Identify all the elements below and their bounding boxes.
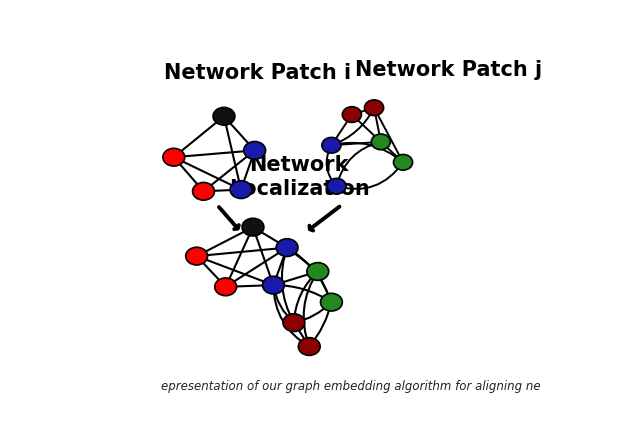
FancyArrowPatch shape — [326, 145, 337, 186]
Ellipse shape — [322, 137, 341, 153]
Text: epresentation of our graph embedding algorithm for aligning ne: epresentation of our graph embedding alg… — [161, 380, 541, 392]
FancyArrowPatch shape — [282, 248, 294, 323]
Ellipse shape — [244, 141, 266, 159]
Ellipse shape — [276, 239, 298, 256]
FancyArrowPatch shape — [294, 272, 318, 323]
Ellipse shape — [242, 218, 264, 236]
Ellipse shape — [321, 293, 342, 311]
Ellipse shape — [215, 278, 237, 295]
Ellipse shape — [342, 107, 362, 122]
Text: Network
Localization: Network Localization — [228, 155, 369, 199]
Ellipse shape — [262, 276, 284, 294]
Ellipse shape — [186, 247, 207, 265]
FancyArrowPatch shape — [337, 162, 403, 189]
Ellipse shape — [283, 314, 305, 331]
Ellipse shape — [298, 338, 320, 355]
Text: Network Patch i: Network Patch i — [164, 63, 351, 83]
Ellipse shape — [230, 181, 252, 198]
FancyArrowPatch shape — [287, 248, 332, 302]
FancyArrowPatch shape — [332, 108, 374, 145]
Ellipse shape — [213, 107, 235, 125]
FancyArrowPatch shape — [273, 285, 309, 346]
Ellipse shape — [307, 263, 329, 280]
Ellipse shape — [394, 155, 413, 170]
FancyArrowPatch shape — [294, 302, 332, 323]
FancyArrowPatch shape — [337, 142, 381, 186]
Text: Network Patch j: Network Patch j — [355, 60, 543, 80]
Ellipse shape — [371, 134, 390, 150]
FancyArrowPatch shape — [273, 285, 294, 323]
Ellipse shape — [365, 100, 383, 116]
FancyArrowPatch shape — [309, 302, 332, 346]
FancyArrowPatch shape — [273, 285, 332, 302]
Ellipse shape — [193, 183, 214, 200]
FancyArrowPatch shape — [303, 272, 318, 346]
FancyArrowPatch shape — [332, 143, 403, 162]
Ellipse shape — [327, 179, 346, 194]
Ellipse shape — [163, 148, 185, 166]
